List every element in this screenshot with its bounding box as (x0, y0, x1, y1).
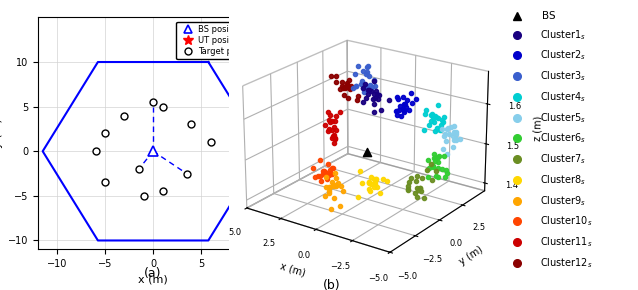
X-axis label: x (m): x (m) (279, 261, 307, 279)
X-axis label: x (m): x (m) (138, 275, 168, 285)
Y-axis label: y (m): y (m) (458, 244, 485, 267)
Text: Cluster12$_s$: Cluster12$_s$ (540, 256, 593, 270)
Text: BS: BS (542, 11, 555, 21)
Y-axis label: y (m): y (m) (0, 119, 3, 148)
Text: Cluster10$_s$: Cluster10$_s$ (540, 215, 593, 228)
Text: Cluster1$_s$: Cluster1$_s$ (540, 28, 586, 42)
Text: Cluster9$_s$: Cluster9$_s$ (540, 194, 586, 208)
Text: Cluster11$_s$: Cluster11$_s$ (540, 235, 593, 249)
Text: Cluster2$_s$: Cluster2$_s$ (540, 49, 586, 62)
Text: Cluster4$_s$: Cluster4$_s$ (540, 90, 586, 104)
Text: Cluster6$_s$: Cluster6$_s$ (540, 132, 586, 145)
Text: (a): (a) (144, 267, 162, 280)
Text: Cluster5$_s$: Cluster5$_s$ (540, 111, 586, 125)
Text: (b): (b) (322, 279, 340, 290)
Legend: BS position, UT position, Target position: BS position, UT position, Target positio… (176, 21, 263, 59)
Text: Cluster3$_s$: Cluster3$_s$ (540, 69, 586, 83)
Text: Cluster8$_s$: Cluster8$_s$ (540, 173, 586, 187)
Text: Cluster7$_s$: Cluster7$_s$ (540, 152, 586, 166)
